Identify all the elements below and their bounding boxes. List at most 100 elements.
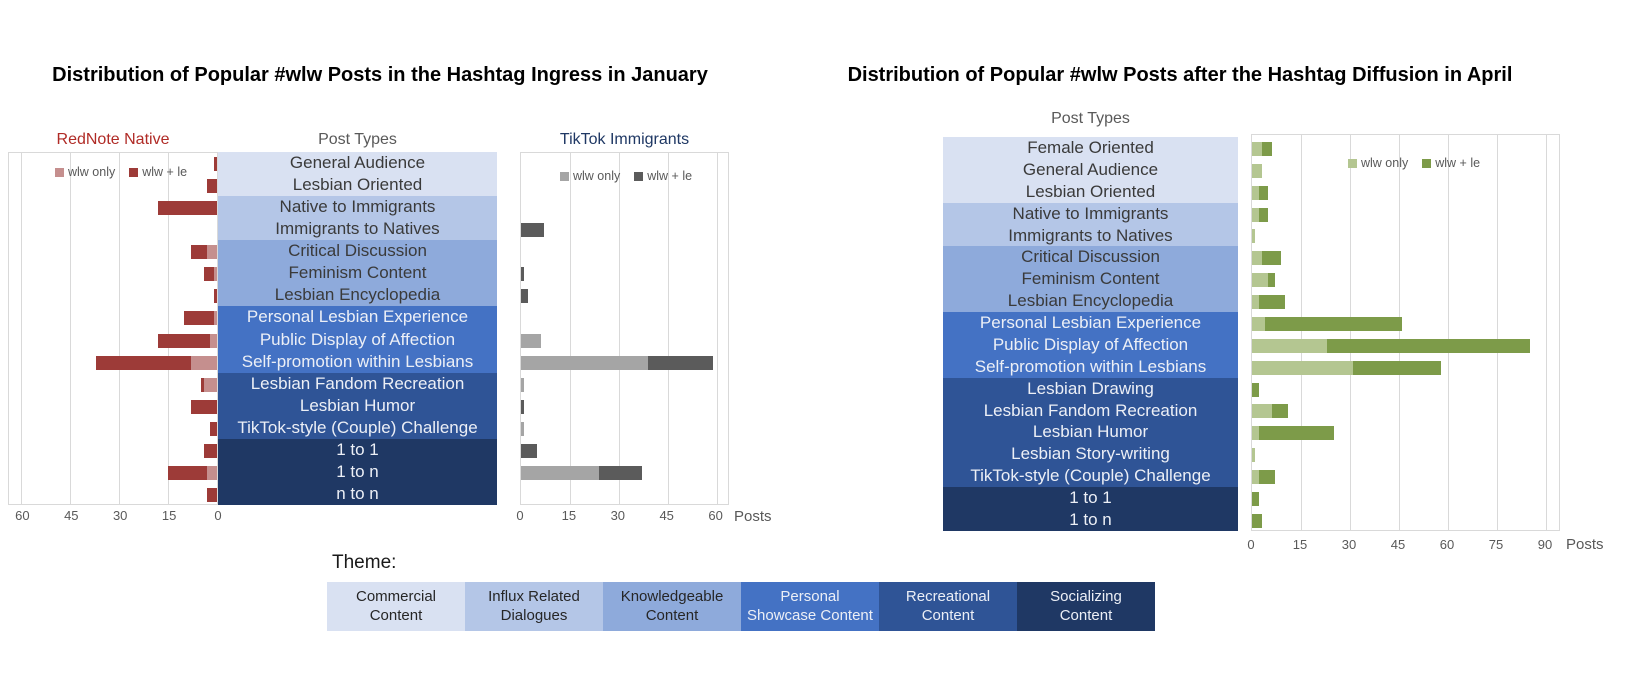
wlw-le-bar-segment — [1265, 316, 1403, 331]
gridline — [618, 153, 620, 504]
bar-row — [521, 219, 728, 241]
bar-row — [9, 330, 217, 352]
bar-row — [1252, 226, 1559, 248]
bar-row — [9, 219, 217, 241]
wlw-le-bar-segment — [158, 201, 217, 216]
gridline — [1448, 135, 1449, 530]
april-chart-title: Distribution of Popular #wlw Posts after… — [847, 64, 1513, 86]
bar-row — [1252, 335, 1559, 357]
bar-row — [9, 175, 217, 197]
gridline — [21, 153, 23, 504]
january-rednote-bars — [9, 153, 217, 504]
x-tick-label: 15 — [161, 508, 177, 523]
legend-entry: wlw + le — [634, 169, 692, 183]
bar-row — [521, 374, 728, 396]
wlw-le-bar-segment — [521, 223, 544, 238]
category-row: Self-promotion within Lesbians — [218, 350, 497, 373]
wlw-le-bar-segment — [1261, 251, 1282, 266]
wlw-only-bar-segment — [213, 267, 217, 282]
bar-row — [9, 418, 217, 440]
gridline — [569, 153, 571, 504]
wlw-le-bar-segment — [599, 465, 642, 480]
bar-row — [521, 462, 728, 484]
bar-row — [1252, 379, 1559, 401]
wlw-only-legend-label: wlw only — [573, 169, 621, 183]
january-tiktok-legend: wlw only wlw + le — [560, 169, 692, 183]
wlw-only-bar-segment — [207, 245, 217, 260]
category-row: Lesbian Encyclopedia — [218, 284, 497, 307]
wlw-le-bar-segment — [96, 355, 191, 370]
bar-row — [1252, 291, 1559, 313]
wlw-le-bar-segment — [190, 245, 208, 260]
rednote-native-axis-label: RedNote Native — [56, 131, 170, 148]
theme-legend-box: Socializing Content — [1017, 582, 1155, 631]
bar-row — [9, 285, 217, 307]
bar-row — [9, 440, 217, 462]
wlw-only-bar-segment — [1252, 141, 1262, 156]
wlw-le-legend-label: wlw + le — [1435, 156, 1481, 170]
wlw-le-bar-segment — [1353, 360, 1442, 375]
wlw-le-bar-segment — [1268, 273, 1275, 288]
wlw-only-bar-segment — [1252, 295, 1259, 310]
wlw-le-bar-segment — [1271, 404, 1288, 419]
january-tiktok-plot-area — [520, 152, 729, 505]
wlw-le-bar-segment — [210, 421, 217, 436]
category-row: Lesbian Humor — [218, 394, 497, 417]
bar-row — [1252, 422, 1559, 444]
gridline — [70, 153, 72, 504]
wlw-only-bar-segment — [190, 355, 217, 370]
category-row: Lesbian Story-writing — [943, 443, 1238, 466]
wlw-only-bar-segment — [521, 421, 525, 436]
wlw-le-bar-segment — [213, 289, 217, 304]
wlw-only-bar-segment — [1252, 448, 1256, 463]
bar-row — [9, 153, 217, 175]
theme-legend-title: Theme: — [332, 552, 397, 573]
gridline — [119, 153, 121, 504]
wlw-le-bar-segment — [1252, 382, 1259, 397]
legend-entry: wlw only — [55, 165, 115, 179]
legend-entry: wlw + le — [1422, 156, 1480, 170]
wlw-le-bar-segment — [213, 157, 217, 172]
bar-row — [1252, 138, 1559, 160]
wlw-only-bar-segment — [1252, 470, 1259, 485]
wlw-only-bar-segment — [1252, 163, 1262, 178]
bar-row — [9, 352, 217, 374]
wlw-only-legend-label: wlw only — [1361, 156, 1409, 170]
bar-row — [1252, 313, 1559, 335]
x-tick-label: 0 — [214, 508, 222, 523]
x-tick-label: 60 — [708, 508, 723, 523]
bar-row — [521, 330, 728, 352]
wlw-le-bar-segment — [1252, 491, 1259, 506]
bar-row — [1252, 510, 1559, 532]
wlw-le-bar-segment — [1261, 141, 1272, 156]
wlw-le-bar-segment — [200, 377, 204, 392]
x-tick-label: 90 — [1537, 537, 1553, 552]
x-tick-label: 60 — [15, 508, 30, 523]
category-row: 1 to 1 — [943, 487, 1238, 509]
wlw-only-swatch-icon — [55, 167, 64, 177]
category-row: 1 to 1 — [218, 438, 497, 461]
category-row: Critical Discussion — [943, 246, 1238, 269]
wlw-le-bar-segment — [521, 289, 528, 304]
category-row: General Audience — [218, 152, 497, 175]
theme-legend-box: Knowledgeable Content — [603, 582, 741, 631]
bar-row — [9, 197, 217, 219]
wlw-le-swatch-icon — [1422, 158, 1432, 168]
wlw-le-bar-segment — [1258, 295, 1285, 310]
bar-row — [521, 197, 728, 219]
category-row: Lesbian Oriented — [943, 180, 1238, 203]
bar-row — [1252, 182, 1559, 204]
gridline — [1350, 135, 1351, 530]
x-tick-label: 30 — [610, 508, 626, 523]
wlw-le-bar-segment — [521, 443, 538, 458]
wlw-le-bar-segment — [203, 443, 217, 458]
gridline — [1497, 135, 1498, 530]
category-row: Critical Discussion — [218, 240, 497, 263]
x-tick-label: 0 — [1247, 537, 1255, 552]
january-rednote-legend: wlw only wlw + le — [55, 165, 187, 179]
category-row: Self-promotion within Lesbians — [943, 355, 1238, 378]
category-row: TikTok-style (Couple) Challenge — [943, 465, 1238, 487]
bar-row — [521, 352, 728, 374]
legend-entry: wlw only — [560, 169, 620, 183]
wlw-le-bar-segment — [207, 179, 217, 194]
